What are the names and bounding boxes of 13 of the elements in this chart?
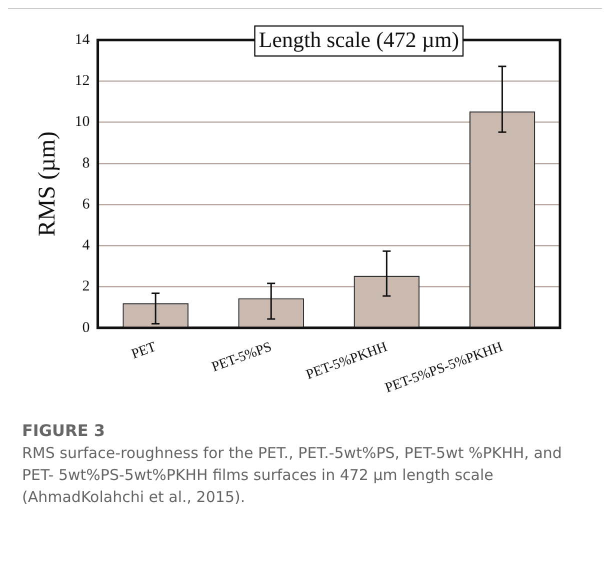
y-tick-label: 14 [74,32,90,48]
y-tick-label: 8 [82,155,90,172]
y-axis-title: RMS (µm) [34,131,61,237]
y-tick-label: 12 [74,73,90,90]
text: RMS surface-roughness for the PET., PET.-5wt%PS, PET-5wt %PKHH, and PET- 5wt%PS-5wt%PKHH films surfaces in 472 µm length scale (AhmadKolahchi et al., 2015). [22,443,563,508]
chart-title: Length scale (472 µm) [258,26,460,52]
y-tick-label: 2 [82,278,90,295]
y-tick-label: 10 [74,114,90,130]
y-tick-label: 4 [82,238,90,254]
x-tick-label: PET [130,340,159,362]
y-tick-label: 0 [82,320,90,336]
caption: FIGURE 3 [22,420,106,442]
y-tick-label: 6 [82,196,90,212]
